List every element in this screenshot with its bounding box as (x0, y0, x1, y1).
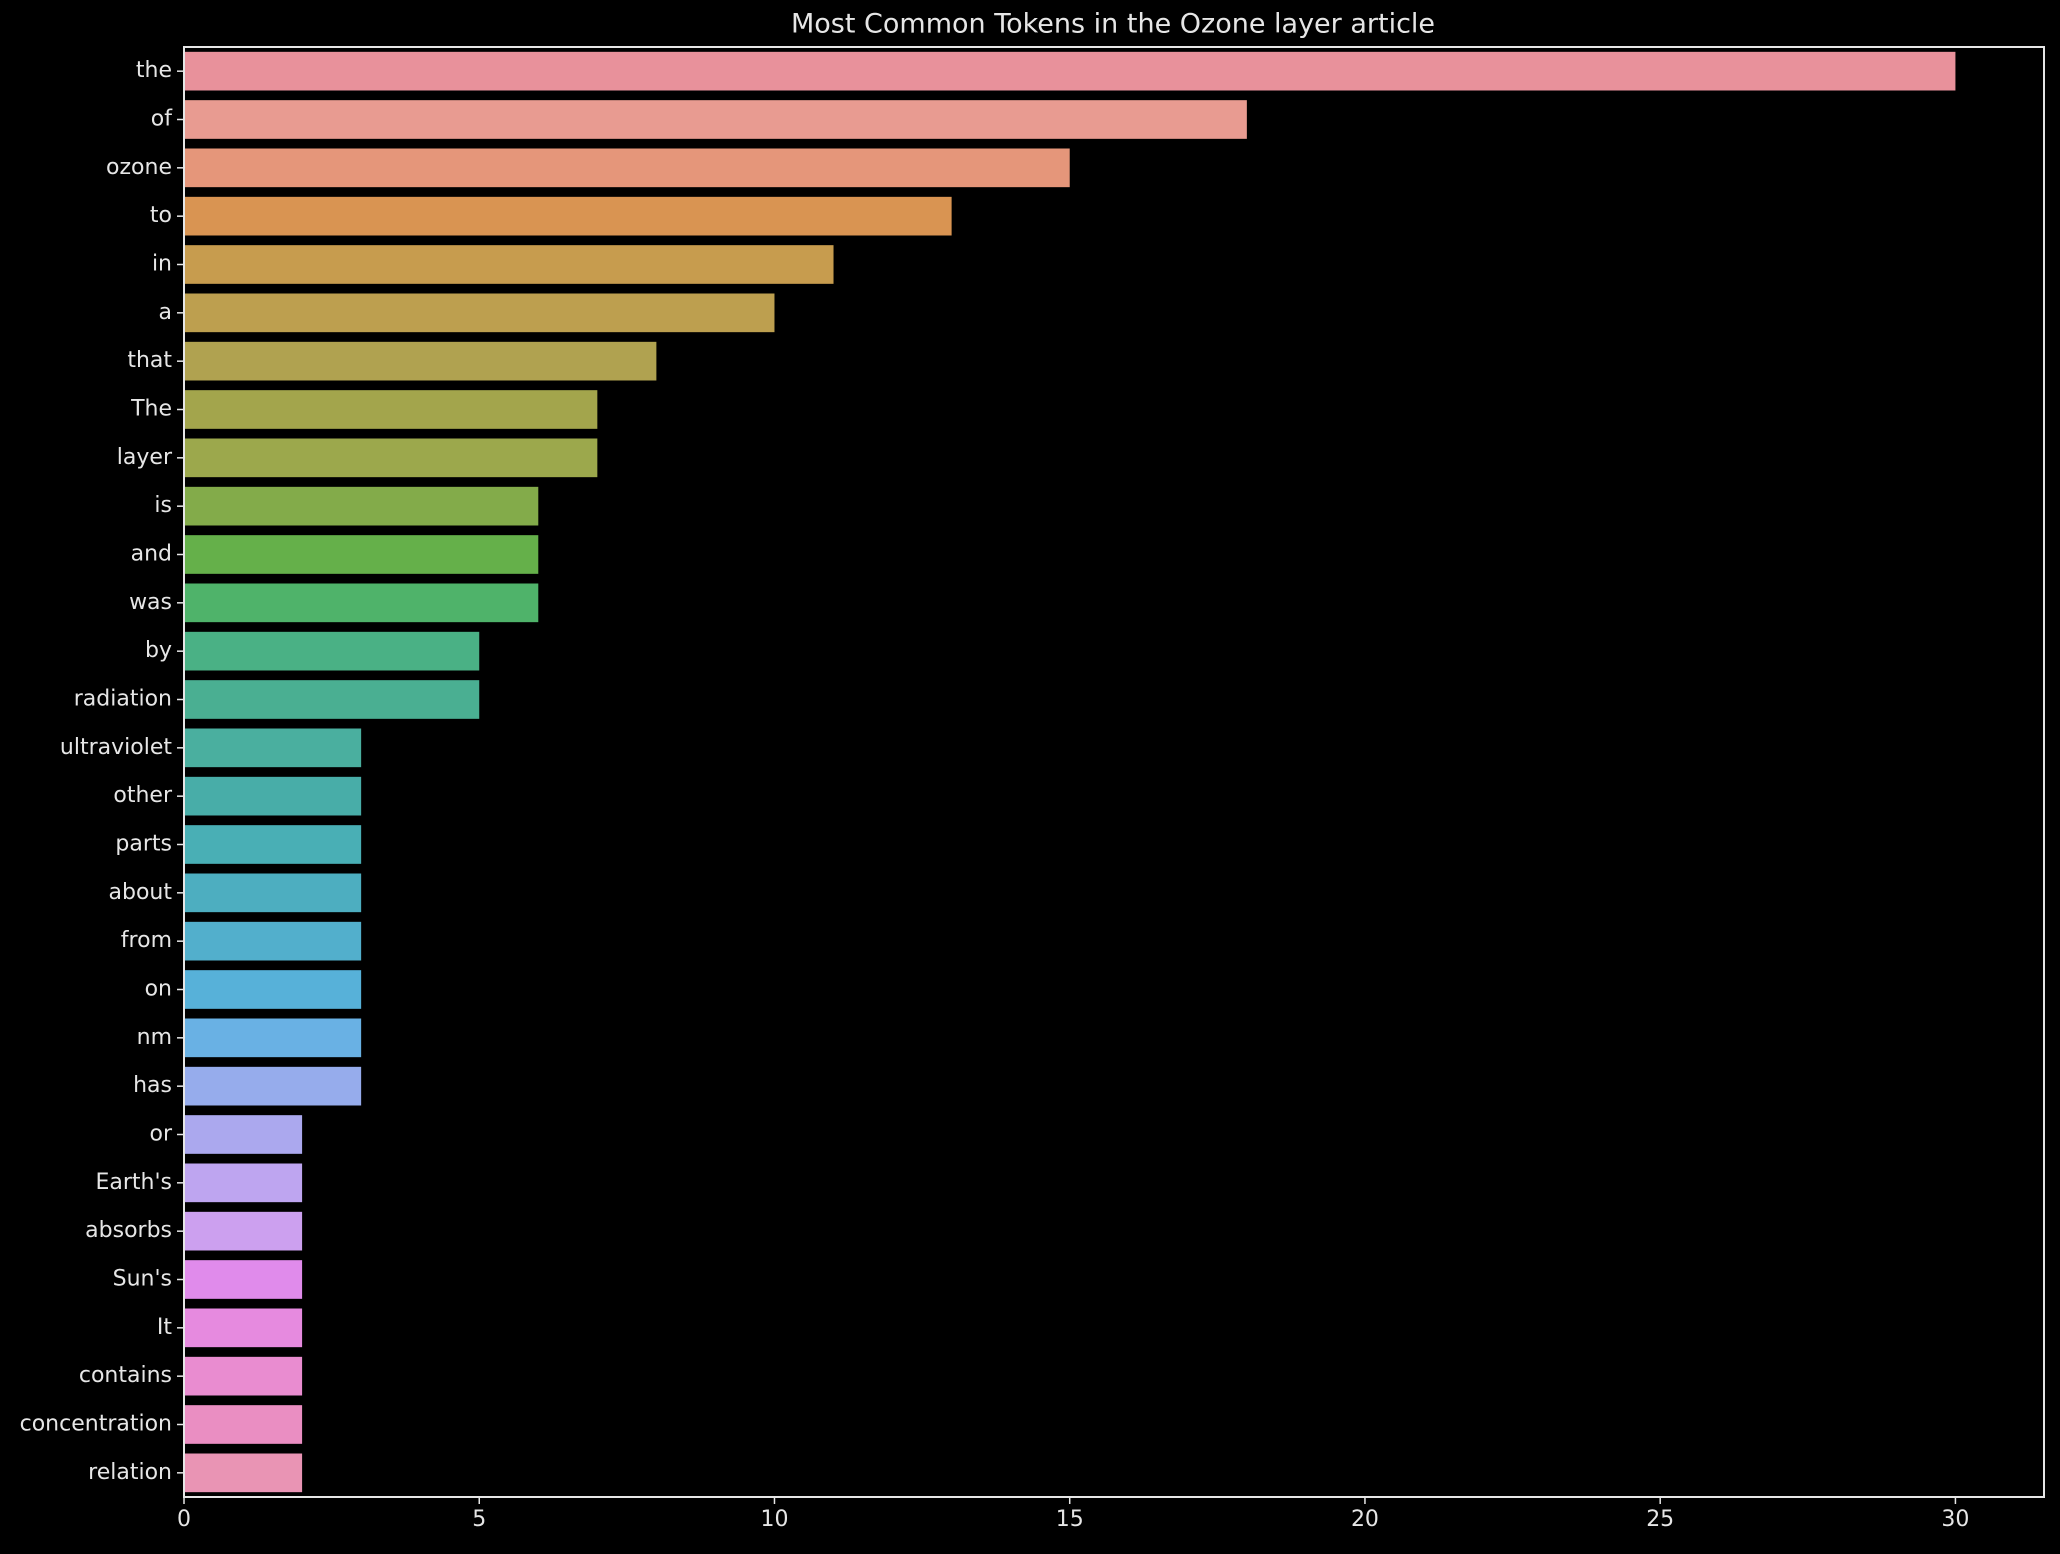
bar-3 (184, 196, 952, 236)
y-tick-label: It (157, 1315, 172, 1340)
y-tick-label: has (133, 1073, 172, 1098)
y-tick-label: ozone (106, 155, 172, 180)
y-axis-ticks: the of ozone to in a that The layer is and was by rad… (20, 58, 184, 1485)
y-tick-label: about (109, 880, 173, 905)
bar-24 (184, 1211, 303, 1251)
bars-layer (184, 51, 1956, 1493)
y-tick-label: absorbs (85, 1218, 172, 1243)
bar-15 (184, 776, 362, 816)
y-tick-label: relation (88, 1460, 172, 1485)
y-tick-label: is (154, 493, 172, 518)
bar-28 (184, 1405, 303, 1444)
bar-6 (184, 341, 657, 381)
y-tick-label: from (121, 928, 172, 953)
bar-16 (184, 825, 362, 864)
y-tick-label: nm (137, 1025, 172, 1050)
x-tick-label: 15 (1056, 1507, 1084, 1532)
y-tick-label: radiation (74, 687, 172, 712)
y-tick-label: of (151, 107, 173, 132)
bar-27 (184, 1356, 303, 1396)
y-tick-label: that (127, 348, 172, 373)
bar-20 (184, 1018, 362, 1058)
bar-2 (184, 148, 1070, 188)
y-tick-label: or (149, 1122, 172, 1147)
bar-19 (184, 970, 362, 1009)
bar-5 (184, 293, 775, 333)
bar-18 (184, 921, 362, 961)
y-tick-label: concentration (20, 1412, 172, 1437)
y-tick-label: Earth's (95, 1170, 172, 1195)
y-tick-label: layer (117, 445, 173, 470)
x-tick-label: 10 (760, 1507, 788, 1532)
bar-8 (184, 438, 598, 478)
y-tick-label: on (145, 977, 172, 1002)
bar-21 (184, 1066, 362, 1106)
bar-1 (184, 100, 1247, 139)
x-tick-label: 30 (1941, 1507, 1969, 1532)
bar-29 (184, 1453, 303, 1493)
bar-22 (184, 1115, 303, 1154)
x-tick-label: 20 (1351, 1507, 1379, 1532)
y-tick-label: was (129, 590, 172, 615)
y-tick-label: by (145, 638, 172, 663)
bar-10 (184, 535, 539, 574)
bar-25 (184, 1260, 303, 1299)
bar-23 (184, 1163, 303, 1203)
bar-11 (184, 583, 539, 623)
y-tick-label: The (130, 397, 172, 422)
bar-12 (184, 631, 480, 671)
y-tick-label: and (131, 542, 172, 567)
bar-14 (184, 728, 362, 768)
y-tick-label: Sun's (113, 1267, 172, 1292)
y-tick-label: parts (115, 832, 172, 857)
bar-4 (184, 245, 834, 284)
bar-13 (184, 680, 480, 719)
x-tick-label: 0 (177, 1507, 191, 1532)
y-tick-label: contains (79, 1363, 172, 1388)
x-tick-label: 5 (472, 1507, 486, 1532)
x-tick-label: 25 (1646, 1507, 1674, 1532)
y-tick-label: a (159, 300, 172, 325)
y-tick-label: other (113, 783, 173, 808)
bar-9 (184, 486, 539, 526)
y-tick-label: to (150, 203, 172, 228)
y-tick-label: ultraviolet (60, 735, 172, 760)
y-tick-label: in (152, 252, 172, 277)
axes-frame (183, 46, 2045, 1498)
bar-0 (184, 51, 1956, 91)
x-axis-ticks: 0 5 10 15 20 25 30 (177, 1497, 1969, 1532)
bar-7 (184, 390, 598, 429)
y-tick-label: the (136, 58, 172, 83)
bar-17 (184, 873, 362, 913)
chart-title: Most Common Tokens in the Ozone layer ar… (791, 9, 1435, 40)
bar-26 (184, 1308, 303, 1348)
